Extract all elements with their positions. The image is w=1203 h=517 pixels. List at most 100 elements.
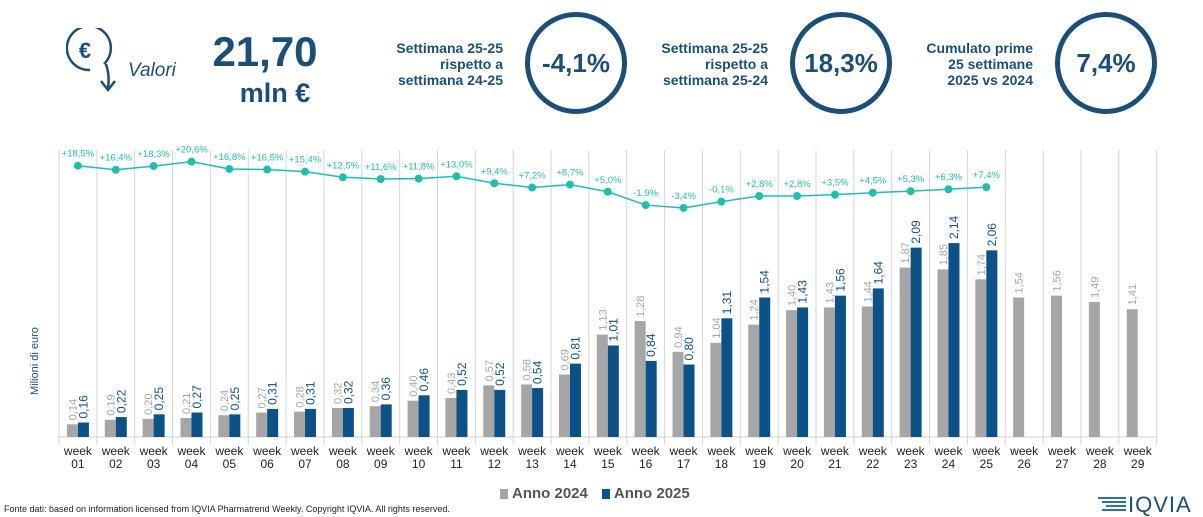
x-tick-label: week 24 <box>933 444 963 471</box>
bar-2025 <box>759 297 771 437</box>
growth-label: +16,8% <box>213 152 246 163</box>
bar-value-label-2025: 1,54 <box>758 270 772 294</box>
x-tick-word: week <box>366 444 396 458</box>
bar-2024 <box>218 415 230 437</box>
bar-2024 <box>899 267 911 437</box>
bar-2025 <box>380 404 392 437</box>
x-tick-label: week 03 <box>139 444 169 471</box>
x-tick-word: week <box>631 444 661 458</box>
bar-2024 <box>937 269 949 437</box>
x-tick-word: week <box>669 444 699 458</box>
bar-2025 <box>153 414 165 437</box>
x-tick-number: 22 <box>866 457 880 471</box>
bar-value-label-2025: 2,06 <box>985 223 999 247</box>
kpi-label-2: Settimana 25-25 rispetto a settimana 25-24 <box>535 40 768 88</box>
bar-2024 <box>1126 309 1138 437</box>
x-tick-number: 24 <box>942 457 956 471</box>
x-tick-label: week 11 <box>441 444 471 471</box>
bar-value-label-2025: 0,31 <box>304 381 318 405</box>
bar-2025 <box>229 414 241 437</box>
x-tick-word: week <box>706 444 736 458</box>
growth-point <box>755 191 764 200</box>
bar-2024 <box>596 334 608 437</box>
x-tick-label: week 04 <box>176 444 206 471</box>
x-tick-number: 19 <box>753 457 767 471</box>
x-tick-number: 25 <box>980 457 994 471</box>
x-tick-word: week <box>1047 444 1077 458</box>
growth-label: +12,5% <box>327 160 360 171</box>
bar-value-label-2025: 1,64 <box>871 261 885 285</box>
growth-point <box>149 162 158 171</box>
bar-value-label-2025: 0,16 <box>76 395 90 419</box>
x-tick-word: week <box>744 444 774 458</box>
growth-label: +16,5% <box>251 153 284 164</box>
x-tick-word: week <box>404 444 434 458</box>
x-tick-label: week 14 <box>555 444 585 471</box>
growth-label: +7,4% <box>973 170 1001 181</box>
bar-2024 <box>407 400 419 437</box>
x-tick-label: week 26 <box>1009 444 1039 471</box>
x-tick-number: 23 <box>904 457 918 471</box>
legend-label-2024: Anno 2024 <box>512 485 588 502</box>
x-tick-label: week 01 <box>63 444 93 471</box>
x-tick-label: week 18 <box>706 444 736 471</box>
growth-point <box>73 161 82 170</box>
growth-label: +9,4% <box>481 166 509 177</box>
legend-swatch-2025 <box>601 488 610 499</box>
bar-value-label-2024: 0,20 <box>143 393 155 414</box>
x-tick-number: 04 <box>185 457 199 471</box>
bar-value-label-2025: 0,31 <box>266 381 280 405</box>
growth-label: +11,6% <box>365 162 397 173</box>
x-tick-number: 13 <box>525 457 539 471</box>
growth-label: -0,1% <box>709 185 734 196</box>
bar-2025 <box>872 288 884 437</box>
bar-value-label-2024: 0,40 <box>408 375 420 396</box>
x-tick-label: week 13 <box>517 444 547 471</box>
x-tick-label: week 21 <box>820 444 850 471</box>
bar-value-label-2025: 0,46 <box>417 368 431 392</box>
bar-value-label-2024: 1,04 <box>711 317 723 338</box>
x-tick-word: week <box>441 444 471 458</box>
values-label: Valori <box>128 60 176 81</box>
bar-value-label-2024: 0,19 <box>105 394 117 415</box>
x-tick-word: week <box>214 444 244 458</box>
kpi-label-line: 25 settimane <box>948 56 1033 72</box>
bar-value-label-2024: 1,74 <box>976 254 988 275</box>
bar-2025 <box>948 243 960 437</box>
x-tick-word: week <box>782 444 812 458</box>
bar-value-label-2024: 0,57 <box>484 360 496 381</box>
growth-point <box>225 164 234 173</box>
kpi-label-line: settimana 24-25 <box>397 72 503 88</box>
iqvia-logo: IQVIA <box>1098 492 1192 517</box>
growth-point <box>414 174 423 183</box>
x-tick-number: 18 <box>715 457 729 471</box>
x-tick-word: week <box>328 444 358 458</box>
bar-2024 <box>823 307 835 437</box>
x-tick-word: week <box>933 444 963 458</box>
x-tick-label: week 12 <box>479 444 509 471</box>
iqvia-logo-mark-icon <box>1098 497 1126 511</box>
bar-value-label-2024: 1,24 <box>749 299 761 320</box>
bar-value-label-2025: 0,80 <box>682 337 696 361</box>
bar-value-label-2024: 0,24 <box>219 390 231 411</box>
bar-value-label-2024: 0,21 <box>181 393 193 414</box>
bar-2025 <box>607 345 619 437</box>
x-tick-number: 05 <box>223 457 237 471</box>
bar-value-label-2024: 1,54 <box>1014 272 1026 293</box>
growth-point <box>452 172 461 181</box>
bar-value-label-2024: 1,40 <box>787 285 799 306</box>
x-tick-label: week 10 <box>404 444 434 471</box>
total-unit: mln € <box>239 78 311 108</box>
growth-label: +8,7% <box>556 168 584 179</box>
growth-point <box>528 183 537 192</box>
total-value: 21,70 <box>212 28 318 75</box>
x-tick-number: 29 <box>1131 457 1145 471</box>
growth-point <box>263 165 272 174</box>
bar-value-label-2024: 0,43 <box>446 373 458 394</box>
bar-2025 <box>494 389 506 437</box>
x-tick-label: week 07 <box>290 444 320 471</box>
kpi-label-line: rispetto a <box>704 56 768 72</box>
bar-value-label-2024: 0,14 <box>67 399 79 420</box>
growth-point <box>679 203 688 212</box>
